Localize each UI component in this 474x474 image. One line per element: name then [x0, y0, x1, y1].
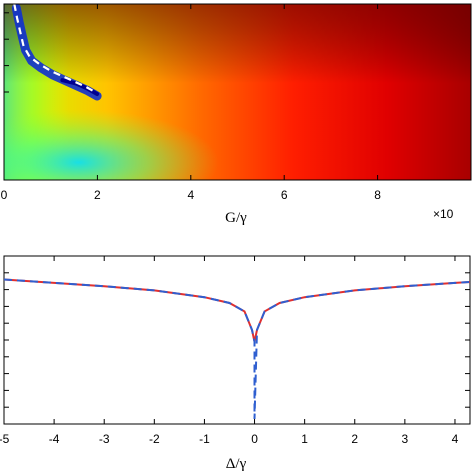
- line-x-tick-label: 0: [251, 432, 258, 446]
- line-x-tick-label: -2: [149, 432, 160, 446]
- line-x-tick-label: -5: [0, 432, 10, 446]
- line-x-tick-label: -1: [199, 432, 210, 446]
- heatmap-dashed-curve: [13, 4, 96, 93]
- heatmap-panel: 0 2 4 6 8 G/γ ×10: [1, 3, 472, 226]
- line-panel: -5 -4 -3 -2 -1 0 1 2 3 4 Δ/γ: [0, 255, 471, 472]
- line-x-tick-label: -3: [99, 432, 110, 446]
- heatmap-x-tick-label: 8: [374, 188, 381, 202]
- heatmap-x-tick-label: 6: [281, 188, 288, 202]
- heatmap-x-tick-label: 4: [187, 188, 194, 202]
- heatmap-dark-shade: [4, 4, 471, 180]
- line-x-tick-label: 1: [301, 432, 308, 446]
- line-x-tick-label: -4: [49, 432, 60, 446]
- heatmap-x-scale-label: ×10: [433, 207, 454, 221]
- line-x-tick-label: 3: [402, 432, 409, 446]
- heatmap-y-ticks: [4, 12, 9, 93]
- heatmap-x-ticks: 0 2 4 6 8: [1, 4, 381, 202]
- line-series-2: [3, 278, 471, 420]
- line-y-ticks: [4, 272, 470, 408]
- line-x-tick-label: 4: [452, 432, 459, 446]
- line-x-ticks: -5 -4 -3 -2 -1 0 1 2 3 4: [0, 256, 459, 446]
- heatmap-x-label: G/γ: [225, 210, 247, 226]
- heatmap-x-tick-label: 2: [94, 188, 101, 202]
- heatmap-valley-core: [60, 78, 100, 96]
- line-x-tick-label: 2: [351, 432, 358, 446]
- line-x-label: Δ/γ: [226, 456, 247, 472]
- line-series-group: [3, 278, 471, 420]
- line-plot-frame: [3, 255, 471, 425]
- heatmap-x-tick-label: 0: [1, 188, 8, 202]
